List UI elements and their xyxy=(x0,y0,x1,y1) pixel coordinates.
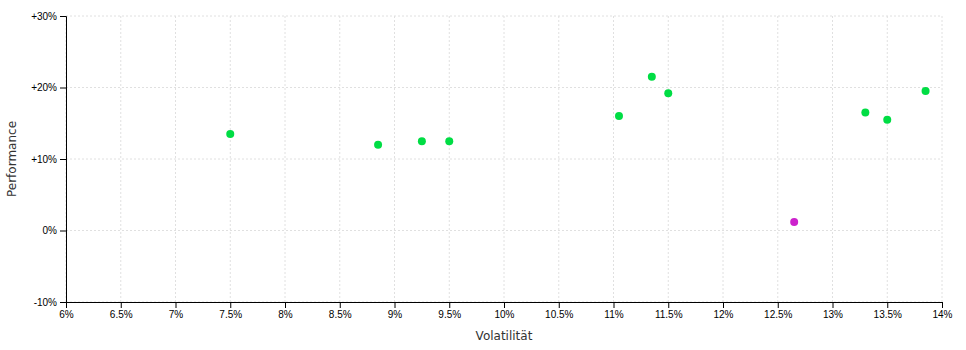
point xyxy=(883,116,891,124)
tick-label: 9.5% xyxy=(438,309,461,320)
tick-mark xyxy=(833,302,834,308)
tick-label: 0% xyxy=(43,225,58,236)
tick-mark xyxy=(559,302,560,308)
tick-label: 12% xyxy=(713,309,733,320)
tick-label: 10.5% xyxy=(545,309,573,320)
point xyxy=(374,141,382,149)
tick-label: 6% xyxy=(59,309,74,320)
grid-line xyxy=(832,16,833,302)
tick-label: 8.5% xyxy=(329,309,352,320)
tick-mark xyxy=(668,302,669,308)
tick: 11% xyxy=(604,302,623,320)
point xyxy=(615,112,623,120)
tick-mark xyxy=(504,302,505,308)
x-axis: 6% 6.5% 7% 7.5% 8% 8.5% 9% 9.5% 10% 10.5% 11% 11.5%… xyxy=(59,302,952,320)
axis-line xyxy=(67,303,943,309)
tick-label: 11% xyxy=(604,309,623,320)
tick-mark xyxy=(778,302,779,308)
tick: 13.5% xyxy=(874,302,902,320)
tick: 12.5% xyxy=(764,302,792,320)
tick: 7.5% xyxy=(219,302,242,320)
tick-mark xyxy=(230,302,231,308)
point xyxy=(648,73,656,81)
tick-mark xyxy=(60,159,66,160)
axis-line xyxy=(60,17,67,303)
tick-label: 6.5% xyxy=(110,309,133,320)
tick: 9% xyxy=(388,302,403,320)
point xyxy=(445,137,453,145)
grid-line xyxy=(120,16,121,302)
point xyxy=(922,87,930,95)
tick-mark xyxy=(942,302,943,308)
tick: 8.5% xyxy=(329,302,352,320)
tick: 10.5% xyxy=(545,302,573,320)
tick: 9.5% xyxy=(438,302,461,320)
tick: 10% xyxy=(494,302,514,320)
tick-mark xyxy=(60,302,66,303)
tick-mark xyxy=(60,16,66,17)
tick-mark xyxy=(723,302,724,308)
tick-label: 14% xyxy=(932,309,952,320)
tick-mark xyxy=(60,88,66,89)
tick-mark xyxy=(285,302,286,308)
tick: 0% xyxy=(43,225,66,236)
point xyxy=(861,109,869,117)
tick-mark xyxy=(340,302,341,308)
grid-line xyxy=(449,16,450,302)
tick-label: 9% xyxy=(388,309,403,320)
tick-mark xyxy=(449,302,450,308)
tick: +20% xyxy=(31,82,66,93)
points xyxy=(226,73,929,226)
point xyxy=(790,218,798,226)
grid-line xyxy=(613,16,614,302)
point xyxy=(226,130,234,138)
grid-line xyxy=(66,159,942,160)
series xyxy=(790,218,798,226)
tick: 14% xyxy=(932,302,952,320)
y-axis: -10% 0% +10% +20% +30% xyxy=(31,11,66,308)
tick-mark xyxy=(395,302,396,308)
tick: +10% xyxy=(31,154,66,165)
tick-label: 7% xyxy=(169,309,184,320)
tick: 6.5% xyxy=(110,302,133,320)
grid-line xyxy=(66,230,942,231)
tick: +30% xyxy=(31,11,66,22)
tick-label: 7.5% xyxy=(219,309,242,320)
grid-line xyxy=(66,16,942,17)
tick: 6% xyxy=(59,302,74,320)
tick-label: 11.5% xyxy=(655,309,683,320)
y-axis-title: Performance xyxy=(5,121,19,197)
tick-label: 12.5% xyxy=(764,309,792,320)
plot: 6% 6.5% 7% 7.5% 8% 8.5% 9% 9.5% 10% 10.5% 11% 11.5%… xyxy=(31,11,952,320)
tick: 11.5% xyxy=(655,302,683,320)
tick-mark xyxy=(887,302,888,308)
tick-label: +10% xyxy=(31,154,57,165)
tick-label: 13.5% xyxy=(874,309,902,320)
tick-mark xyxy=(121,302,122,308)
tick: -10% xyxy=(34,297,66,308)
chart: 6% 6.5% 7% 7.5% 8% 8.5% 9% 9.5% 10% 10.5% 11% 11.5%… xyxy=(0,0,966,350)
tick-label: 13% xyxy=(823,309,843,320)
grid xyxy=(66,16,942,302)
grid-line xyxy=(66,87,942,88)
grid-line xyxy=(285,16,286,302)
tick: 7% xyxy=(169,302,184,320)
tick-mark xyxy=(614,302,615,308)
point xyxy=(418,137,426,145)
series xyxy=(226,73,929,149)
tick-label: +20% xyxy=(31,82,57,93)
x-axis-title: Volatilität xyxy=(476,329,533,343)
tick-mark xyxy=(176,302,177,308)
tick-label: 10% xyxy=(494,309,514,320)
tick-label: +30% xyxy=(31,11,57,22)
point xyxy=(664,89,672,97)
tick-mark xyxy=(60,231,66,232)
tick: 8% xyxy=(278,302,293,320)
tick-label: -10% xyxy=(34,297,57,308)
tick: 13% xyxy=(823,302,843,320)
tick: 12% xyxy=(713,302,733,320)
tick-label: 8% xyxy=(278,309,293,320)
